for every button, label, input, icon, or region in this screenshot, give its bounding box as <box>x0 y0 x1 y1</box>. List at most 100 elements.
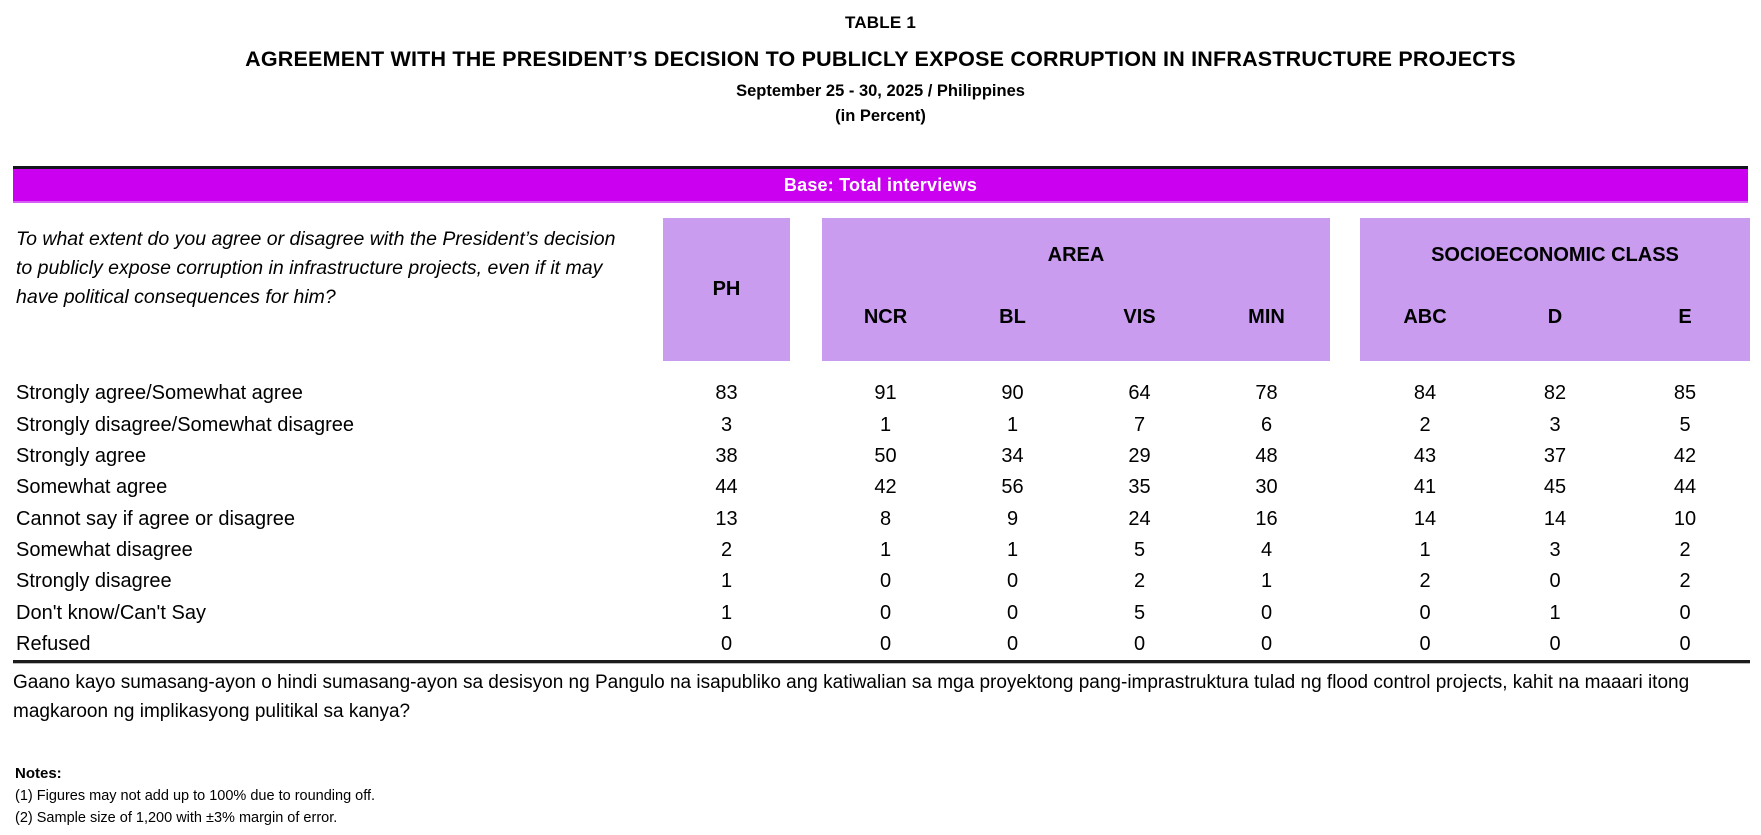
column-header-abc: ABC <box>1403 306 1447 328</box>
cell-ncr: 0 <box>879 570 892 593</box>
base-bar: Base: Total interviews <box>13 166 1748 203</box>
cell-ncr: 1 <box>879 413 892 436</box>
table-row: Strongly disagree/Somewhat disagree 3 1 … <box>13 409 1761 440</box>
cell-d: 0 <box>1549 632 1561 655</box>
cell-abc: 2 <box>1419 570 1431 593</box>
row-label: Don't know/Can't Say <box>16 601 206 624</box>
row-label: Strongly disagree <box>16 570 172 593</box>
cell-min: 78 <box>1255 382 1278 405</box>
cell-abc: 1 <box>1419 538 1431 561</box>
cell-d: 1 <box>1549 601 1561 624</box>
note-item: (2) Sample size of 1,200 with ±3% margin… <box>15 810 338 827</box>
cell-bl: 1 <box>1006 538 1019 561</box>
column-header-ncr: NCR <box>863 306 908 328</box>
cell-e: 2 <box>1679 538 1691 561</box>
column-header-ph: PH <box>663 218 790 361</box>
table-row: Somewhat agree 44 42 56 35 30 41 45 44 <box>13 472 1761 503</box>
column-header-min: MIN <box>1248 306 1285 328</box>
column-header-e: E <box>1678 306 1692 328</box>
table-row: Don't know/Can't Say 1 0 0 5 0 0 1 0 <box>13 597 1761 628</box>
socioeconomic-subcolumns: ABC D E <box>1360 306 1750 329</box>
cell-abc: 0 <box>1419 632 1431 655</box>
cell-d: 0 <box>1549 570 1561 593</box>
cell-vis: 35 <box>1128 476 1151 499</box>
survey-period: September 25 - 30, 2025 / Philippines <box>736 82 1025 100</box>
cell-bl: 90 <box>1001 382 1024 405</box>
cell-ncr: 1 <box>879 538 892 561</box>
notes-heading: Notes: <box>15 765 62 783</box>
base-bar-label: Base: Total interviews <box>783 174 978 195</box>
cell-ncr: 8 <box>879 507 892 530</box>
cell-min: 30 <box>1255 476 1278 499</box>
table-row: Strongly agree/Somewhat agree 83 91 90 6… <box>13 378 1761 409</box>
cell-ph: 1 <box>720 570 733 593</box>
cell-bl: 0 <box>1006 632 1019 655</box>
cell-d: 45 <box>1543 476 1567 499</box>
row-label: Strongly disagree/Somewhat disagree <box>16 413 354 436</box>
cell-abc: 0 <box>1419 601 1431 624</box>
cell-bl: 9 <box>1006 507 1019 530</box>
area-group-label: AREA <box>1047 244 1105 266</box>
cell-abc: 43 <box>1413 444 1437 467</box>
column-group-socioeconomic: SOCIOECONOMIC CLASS ABC D E <box>1360 218 1750 361</box>
cell-min: 0 <box>1260 601 1273 624</box>
notes-block: Notes: (1) Figures may not add up to 100… <box>15 762 1761 829</box>
cell-vis: 29 <box>1128 444 1151 467</box>
cell-ncr: 50 <box>874 444 897 467</box>
cell-ph: 0 <box>720 632 733 655</box>
cell-vis: 0 <box>1133 632 1146 655</box>
cell-abc: 41 <box>1413 476 1437 499</box>
cell-e: 0 <box>1679 601 1691 624</box>
note-item: (1) Figures may not add up to 100% due t… <box>15 788 376 805</box>
cell-vis: 2 <box>1133 570 1146 593</box>
cell-bl: 56 <box>1001 476 1024 499</box>
cell-bl: 1 <box>1006 413 1019 436</box>
cell-ph: 1 <box>720 601 733 624</box>
cell-vis: 5 <box>1133 601 1146 624</box>
cell-ph: 38 <box>715 444 738 467</box>
cell-min: 0 <box>1260 632 1273 655</box>
cell-vis: 24 <box>1128 507 1151 530</box>
cell-e: 10 <box>1673 507 1697 530</box>
cell-ph: 44 <box>715 476 738 499</box>
cell-d: 3 <box>1549 538 1561 561</box>
column-header-d: D <box>1547 306 1563 328</box>
cell-d: 37 <box>1543 444 1567 467</box>
cell-ph: 3 <box>720 413 733 436</box>
row-label: Strongly agree <box>16 444 147 467</box>
cell-ncr: 0 <box>879 632 892 655</box>
cell-bl: 0 <box>1006 601 1019 624</box>
cell-min: 1 <box>1260 570 1273 593</box>
row-label: Somewhat disagree <box>16 538 193 561</box>
table-header: To what extent do you agree or disagree … <box>13 218 1761 361</box>
cell-vis: 64 <box>1128 382 1151 405</box>
title-block: TABLE 1 AGREEMENT WITH THE PRESIDENT’S D… <box>0 0 1761 128</box>
cell-ncr: 42 <box>874 476 897 499</box>
cell-ph: 2 <box>720 538 733 561</box>
ph-label: PH <box>712 278 741 300</box>
area-subcolumns: NCR BL VIS MIN <box>822 306 1330 329</box>
cell-vis: 7 <box>1133 413 1146 436</box>
cell-e: 42 <box>1673 444 1697 467</box>
column-header-bl: BL <box>999 306 1026 328</box>
cell-abc: 2 <box>1419 413 1431 436</box>
cell-min: 6 <box>1260 413 1273 436</box>
cell-min: 16 <box>1255 507 1278 530</box>
table-body: Strongly agree/Somewhat agree 83 91 90 6… <box>13 378 1761 660</box>
table-bottom-rule <box>13 660 1750 664</box>
page-title: AGREEMENT WITH THE PRESIDENT’S DECISION … <box>245 47 1516 71</box>
row-label: Cannot say if agree or disagree <box>16 507 296 530</box>
cell-bl: 0 <box>1006 570 1019 593</box>
question-english: To what extent do you agree or disagree … <box>16 228 616 308</box>
row-label: Refused <box>16 632 91 655</box>
cell-bl: 34 <box>1001 444 1024 467</box>
cell-e: 85 <box>1673 382 1697 405</box>
cell-d: 82 <box>1543 382 1567 405</box>
question-filipino: Gaano kayo sumasang-ayon o hindi sumasan… <box>13 672 1690 722</box>
cell-min: 48 <box>1255 444 1278 467</box>
socioeconomic-group-label: SOCIOECONOMIC CLASS <box>1431 244 1679 266</box>
cell-e: 0 <box>1679 632 1691 655</box>
table-row: Strongly agree 38 50 34 29 48 43 37 42 <box>13 441 1761 472</box>
column-group-area: AREA NCR BL VIS MIN <box>822 218 1330 361</box>
